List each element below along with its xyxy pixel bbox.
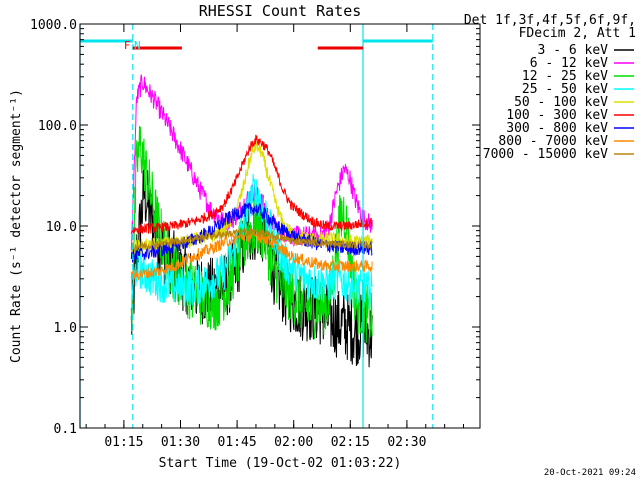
y-axis-label: Count Rate (s⁻¹ detector segment⁻¹) <box>9 89 24 363</box>
x-tick-label: 01:30 <box>161 435 200 450</box>
x-tick-label: 02:30 <box>387 435 426 450</box>
legend-label: 12 - 25 keV <box>522 69 608 84</box>
x-axis-label: Start Time (19-Oct-02 01:03:22) <box>159 456 402 471</box>
legend: Det 1f,3f,4f,5f,6f,9f, FDecim 2, Att 1 3… <box>464 13 636 162</box>
flag-marker-1: N <box>134 39 141 52</box>
series-line-5 <box>130 134 373 234</box>
y-tick-label: 1000.0 <box>30 18 77 33</box>
generated-timestamp: 20-Oct-2021 09:24 <box>544 468 636 478</box>
series-line-8 <box>130 228 373 252</box>
series-layer <box>130 74 373 368</box>
x-axis-ticks: 01:15 01:30 01:45 02:00 02:15 02:30 <box>85 24 465 450</box>
y-tick-label: 10.0 <box>46 220 77 235</box>
x-tick-label: 02:00 <box>274 435 313 450</box>
legend-label: 800 - 7000 keV <box>498 134 608 149</box>
legend-label: 25 - 50 keV <box>522 82 608 97</box>
x-tick-label: 01:15 <box>104 435 143 450</box>
y-tick-label: 1.0 <box>54 321 77 336</box>
legend-label: 100 - 300 keV <box>506 108 608 123</box>
legend-header-2: FDecim 2, Att 1 <box>519 26 636 41</box>
flag-marker-0: F <box>124 39 131 52</box>
legend-label: 3 - 6 keV <box>538 43 609 58</box>
y-tick-label: 0.1 <box>54 422 77 437</box>
chart-title: RHESSI Count Rates <box>199 2 362 20</box>
series-line-3 <box>130 173 373 311</box>
x-tick-label: 01:45 <box>218 435 257 450</box>
series-line-6 <box>130 202 373 263</box>
legend-label: 300 - 800 keV <box>506 121 608 136</box>
legend-header-1: Det 1f,3f,4f,5f,6f,9f, <box>464 13 636 28</box>
y-tick-label: 100.0 <box>38 119 77 134</box>
y-axis-ticks: 0.1 1.0 10.0 100.0 1000.0 <box>30 18 480 437</box>
x-tick-label: 02:15 <box>331 435 370 450</box>
legend-label: 7000 - 15000 keV <box>483 147 608 162</box>
legend-label: 50 - 100 keV <box>514 95 608 110</box>
legend-label: 6 - 12 keV <box>530 56 608 71</box>
